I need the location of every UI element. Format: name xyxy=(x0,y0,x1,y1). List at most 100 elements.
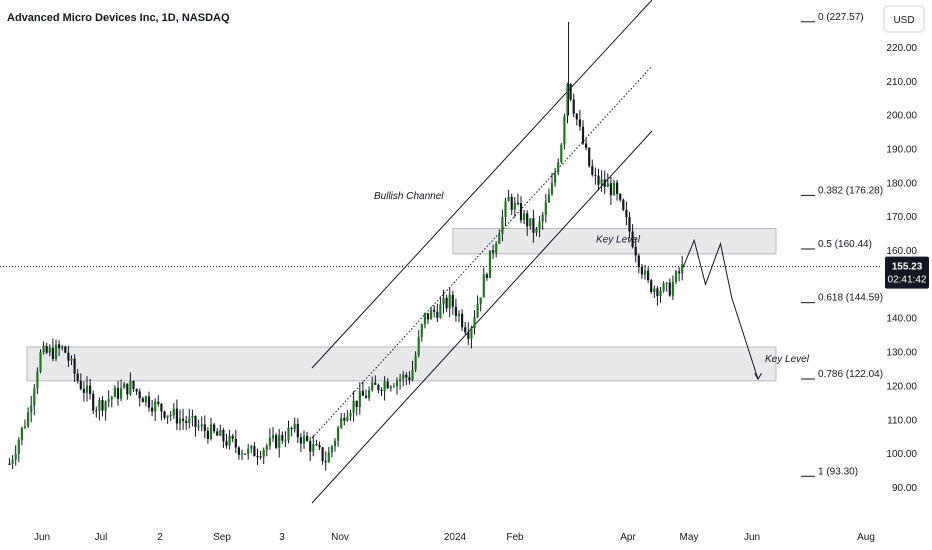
candle-down xyxy=(157,401,160,404)
candle-up xyxy=(188,418,191,424)
candle-down xyxy=(656,288,659,297)
candle-up xyxy=(120,388,123,399)
candle-up xyxy=(541,214,544,222)
candle-up xyxy=(240,453,244,455)
candle-down xyxy=(532,218,535,233)
candle-down xyxy=(51,347,55,359)
candle-down xyxy=(309,440,312,452)
candle-up xyxy=(544,202,547,215)
candle-down xyxy=(408,377,411,381)
candle-down xyxy=(603,179,606,187)
candle-down xyxy=(634,246,637,256)
candle-up xyxy=(538,221,541,229)
candlesticks xyxy=(8,22,684,471)
candle-down xyxy=(95,410,98,412)
candle-down xyxy=(8,463,11,465)
candle-up xyxy=(600,179,603,185)
candle-up xyxy=(392,386,396,388)
candle-down xyxy=(259,456,262,458)
candle-down xyxy=(377,384,380,391)
candle-down xyxy=(45,346,48,353)
candle-down xyxy=(244,453,247,455)
candle-up xyxy=(293,423,296,430)
candle-down xyxy=(364,395,368,398)
candle-up xyxy=(219,429,222,436)
candle-up xyxy=(346,416,349,421)
candle-down xyxy=(290,427,293,430)
candle-up xyxy=(36,371,39,389)
candle-up xyxy=(33,388,36,406)
candle-up xyxy=(333,440,337,447)
time-tick-label: Jul xyxy=(95,532,108,543)
candle-down xyxy=(231,435,234,439)
candle-up xyxy=(414,355,417,370)
channel-lower-line xyxy=(311,130,653,504)
candle-down xyxy=(299,437,303,444)
chart-title: Advanced Micro Devices Inc, 1D, NASDAQ xyxy=(7,12,230,24)
channel-upper-line xyxy=(311,0,653,369)
candle-down xyxy=(216,431,219,436)
candle-up xyxy=(330,446,334,453)
candle-down xyxy=(138,391,141,399)
candle-down xyxy=(526,213,529,227)
candle-down xyxy=(147,396,151,408)
candle-up xyxy=(662,283,665,292)
candle-up xyxy=(498,234,501,244)
candle-up xyxy=(371,382,374,391)
candle-up xyxy=(166,415,169,418)
key-level-label: Key Level xyxy=(765,354,810,365)
candle-up xyxy=(42,346,45,353)
candle-up xyxy=(197,426,200,428)
candle-up xyxy=(129,380,132,395)
candle-down xyxy=(637,255,640,268)
candle-up xyxy=(268,437,272,446)
candle-up xyxy=(39,352,42,372)
candle-up xyxy=(423,313,427,325)
candle-down xyxy=(132,380,135,390)
price-tick-label: 100.00 xyxy=(886,449,917,460)
candle-up xyxy=(287,427,290,441)
candle-up xyxy=(209,424,213,439)
candle-down xyxy=(591,166,594,175)
candle-up xyxy=(178,418,182,424)
time-tick-label: Apr xyxy=(620,532,636,543)
candle-up xyxy=(48,347,51,353)
candle-down xyxy=(281,435,284,441)
time-tick-label: 2024 xyxy=(444,532,467,543)
candle-up xyxy=(85,385,89,393)
candle-down xyxy=(175,408,179,424)
candle-down xyxy=(126,383,129,395)
candle-up xyxy=(674,271,678,283)
candle-down xyxy=(89,385,92,394)
candle-up xyxy=(557,162,560,173)
candle-down xyxy=(454,306,458,316)
currency-button[interactable]: USD xyxy=(883,5,925,33)
candle-up xyxy=(566,83,569,117)
candle-up xyxy=(23,426,27,428)
candle-down xyxy=(343,417,346,421)
candle-down xyxy=(678,271,681,274)
candle-up xyxy=(30,405,33,413)
candle-up xyxy=(110,397,113,400)
candle-up xyxy=(529,218,532,227)
candle-down xyxy=(194,416,197,427)
candle-up xyxy=(98,400,101,411)
candle-up xyxy=(535,228,538,233)
candle-up xyxy=(389,386,392,389)
candle-up xyxy=(612,182,616,196)
candle-down xyxy=(436,311,439,318)
price-tick-label: 200.00 xyxy=(886,111,917,122)
candle-down xyxy=(67,352,70,361)
candle-down xyxy=(575,113,578,120)
time-axis[interactable]: Jun Jul 2 Sep 3 Nov 2024 Feb Apr May Jun Aug xyxy=(34,532,875,543)
fib-level-label: 1 (93.30) xyxy=(818,466,858,477)
candle-up xyxy=(302,435,306,444)
candle-up xyxy=(482,274,485,298)
channel-label: Bullish Channel xyxy=(374,191,444,202)
candle-up xyxy=(430,309,433,320)
key-level-label: Key Level xyxy=(596,235,641,246)
price-tick-label: 130.00 xyxy=(886,348,917,359)
candle-up xyxy=(172,408,175,415)
candle-down xyxy=(594,174,597,176)
